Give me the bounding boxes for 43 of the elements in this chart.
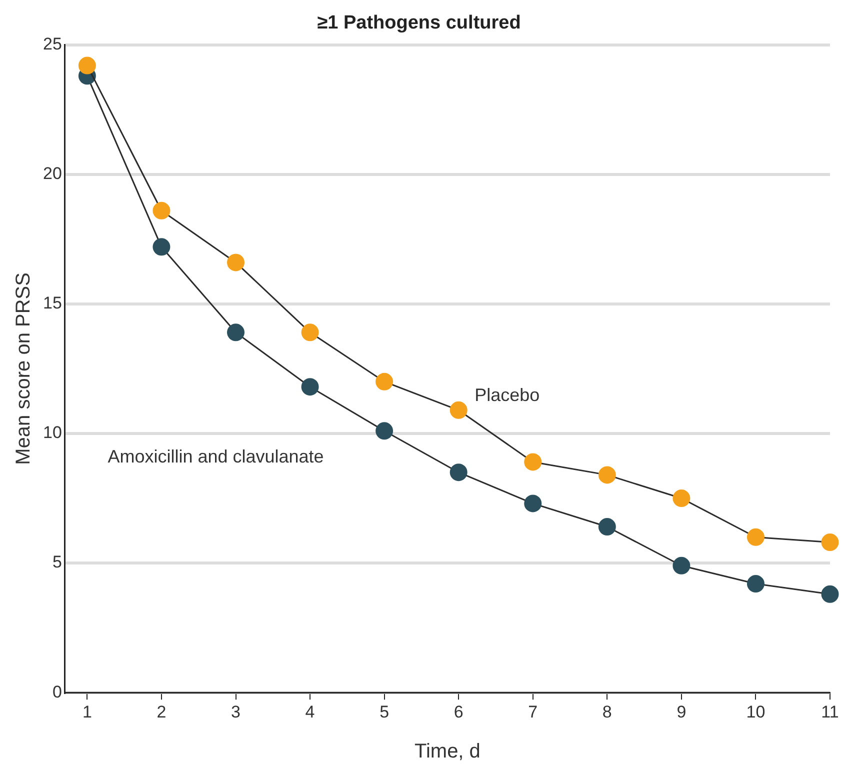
point — [746, 575, 764, 593]
point — [376, 372, 394, 390]
point — [821, 585, 839, 603]
point — [598, 466, 616, 484]
point — [227, 324, 245, 342]
point — [301, 378, 319, 396]
point — [672, 490, 690, 508]
y-tick-label: 10 — [42, 423, 62, 442]
y-tick-label: 5 — [52, 552, 62, 572]
point — [524, 453, 542, 471]
x-tick-label: 10 — [746, 702, 766, 722]
x-tick-label: 7 — [528, 702, 538, 722]
point — [450, 464, 468, 482]
x-tick-label: 4 — [305, 702, 315, 722]
y-axis-title: Mean score on PRSS — [12, 272, 35, 465]
point — [672, 556, 690, 574]
y-tick-label: 15 — [42, 294, 62, 313]
point — [746, 528, 764, 546]
point — [524, 494, 542, 512]
x-tick-label: 1 — [82, 702, 92, 722]
y-tick-label: 25 — [42, 34, 62, 54]
point — [598, 518, 616, 536]
point — [152, 238, 170, 256]
y-tick-label: 20 — [42, 164, 62, 184]
y-tick-label: 0 — [52, 682, 62, 702]
point — [152, 202, 170, 220]
text: Amoxicillin and clavulanate — [108, 446, 324, 466]
chart-title: ≥1 Pathogens cultured — [317, 12, 521, 34]
point — [821, 534, 839, 552]
point — [450, 401, 468, 419]
series-label: Placebo — [474, 385, 540, 406]
point — [301, 324, 319, 342]
x-tick-label: 3 — [231, 702, 240, 722]
x-tick-label: 11 — [821, 702, 839, 722]
point — [227, 254, 245, 272]
point — [78, 56, 96, 74]
x-tick-label: 5 — [380, 702, 390, 722]
x-tick-label: 9 — [676, 702, 686, 722]
x-tick-label: 6 — [454, 702, 464, 722]
point — [376, 422, 394, 440]
x-tick-label: 2 — [156, 702, 166, 722]
x-tick-label: 8 — [602, 702, 612, 722]
x-axis-title: Time, d — [414, 740, 480, 763]
